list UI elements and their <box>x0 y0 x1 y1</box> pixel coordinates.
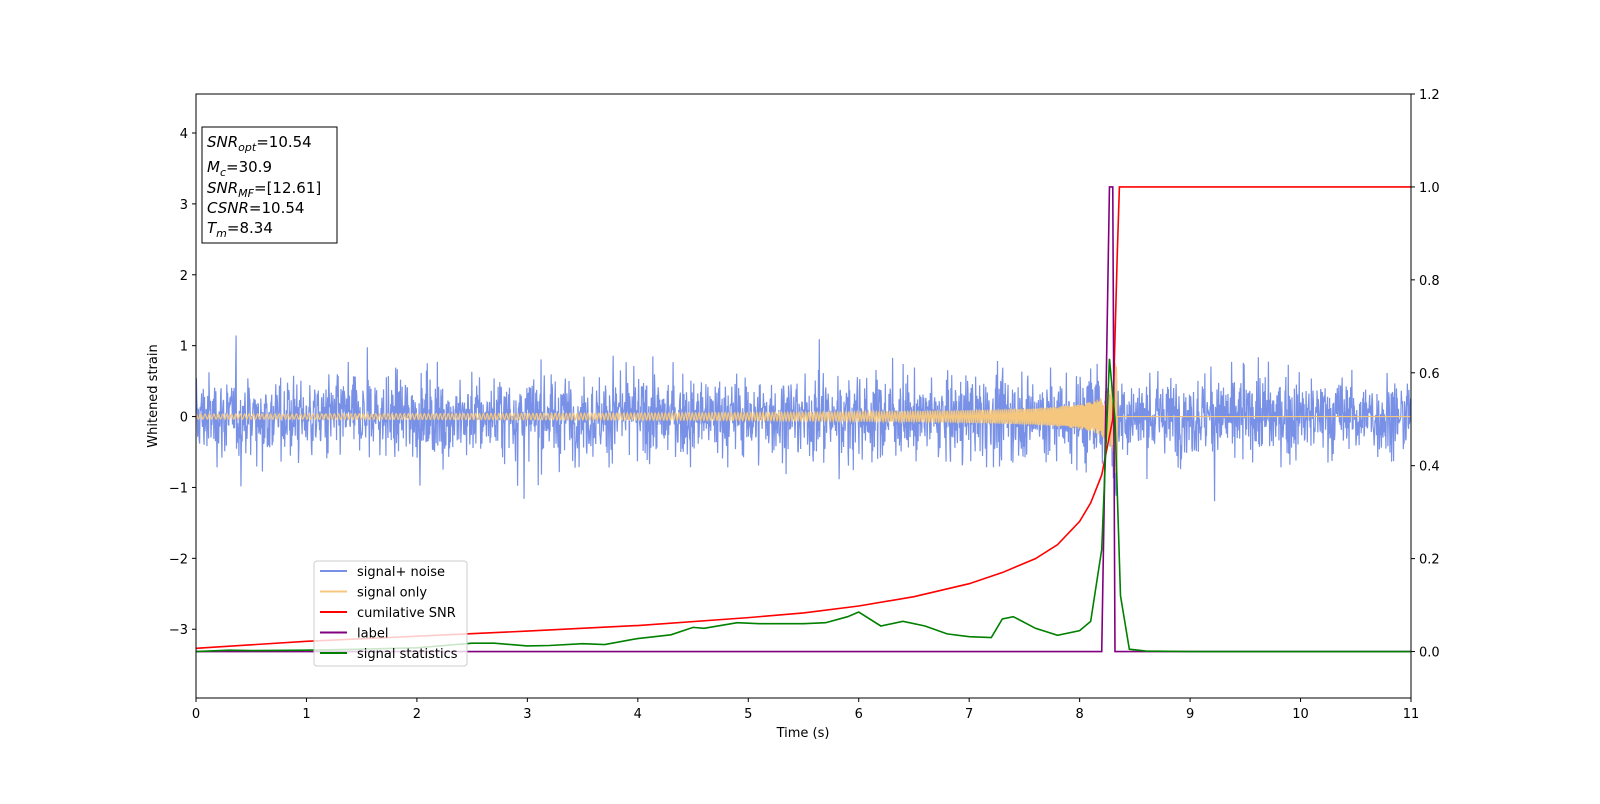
y-right-tick-label: 0.8 <box>1419 274 1440 289</box>
info-row-value: =[12.61] <box>254 179 321 197</box>
legend-label: signal+ noise <box>357 565 445 580</box>
y-right-tick-label: 0.2 <box>1419 553 1440 568</box>
x-axis-label: Time (s) <box>776 726 830 741</box>
y-right-tick-label: 1.2 <box>1419 88 1440 103</box>
x-tick-label: 9 <box>1186 707 1194 722</box>
info-row-value: =10.54 <box>256 133 312 151</box>
legend: signal+ noise signal only cumilative SNR la… <box>313 560 468 667</box>
legend-frame <box>313 560 468 667</box>
info-row-subscript: m <box>216 227 227 240</box>
series-signal-statistics-line <box>196 358 1411 653</box>
info-box: SNRopt=10.54Mc=30.9SNRMF=[12.61]CSNR=10.… <box>201 126 338 244</box>
series-cumilative-snr-line <box>196 186 1411 650</box>
x-tick-label: 1 <box>302 707 310 722</box>
info-row-symbol: T <box>207 219 218 237</box>
x-tick-label: 10 <box>1292 707 1309 722</box>
info-row-subscript: opt <box>238 141 257 154</box>
y-left-tick-label: 3 <box>180 198 188 213</box>
info-row-symbol: SNR <box>207 179 238 197</box>
legend-label: signal statistics <box>357 647 458 662</box>
info-row-symbol: CSNR <box>207 199 249 217</box>
info-row: Tm=8.34 <box>207 219 273 240</box>
series-signal-noise-line <box>196 335 1411 502</box>
y-left-tick-label: 2 <box>180 269 188 284</box>
x-tick-label: 4 <box>634 707 642 722</box>
y-left-tick-label: −1 <box>169 481 188 496</box>
info-row-value: =30.9 <box>226 158 272 176</box>
plot-frame <box>195 93 1412 699</box>
info-box-frame <box>201 126 338 244</box>
series-label-line <box>196 186 1411 653</box>
info-row-subscript: MF <box>238 187 254 200</box>
legend-label: signal only <box>357 586 427 601</box>
info-row: Mc=30.9 <box>207 158 272 179</box>
x-tick-label: 5 <box>744 707 752 722</box>
info-row-symbol: M <box>207 158 220 176</box>
info-row: CSNR=10.54 <box>207 199 304 217</box>
y-right-tick-label: 1.0 <box>1419 181 1440 196</box>
x-tick-label: 11 <box>1403 707 1420 722</box>
x-tick-label: 7 <box>965 707 973 722</box>
y-left-tick-label: 4 <box>180 127 188 142</box>
x-tick-label: 6 <box>855 707 863 722</box>
y-right-tick-label: 0.0 <box>1419 646 1440 661</box>
x-tick-label: 3 <box>523 707 531 722</box>
info-row-value: =10.54 <box>249 199 305 217</box>
legend-label: label <box>357 627 388 642</box>
x-tick-label: 0 <box>192 707 200 722</box>
y-axis-label: Whitened strain <box>146 344 161 447</box>
info-row-symbol: SNR <box>207 133 238 151</box>
legend-label: cumilative SNR <box>357 606 456 621</box>
y-right-tick-label: 0.6 <box>1419 367 1440 382</box>
info-row: SNRopt=10.54 <box>207 133 312 154</box>
x-tick-label: 8 <box>1075 707 1083 722</box>
info-row: SNRMF=[12.61] <box>207 179 321 200</box>
series-signal-only-line <box>196 362 1411 480</box>
x-tick-label: 2 <box>413 707 421 722</box>
y-right-tick-label: 0.4 <box>1419 460 1440 475</box>
y-left-tick-label: 1 <box>180 340 188 355</box>
info-row-subscript: c <box>220 166 226 179</box>
info-row-value: =8.34 <box>227 219 273 237</box>
y-left-tick-label: −2 <box>169 552 188 567</box>
y-left-tick-label: 0 <box>180 411 188 426</box>
y-left-tick-label: −3 <box>169 623 188 638</box>
